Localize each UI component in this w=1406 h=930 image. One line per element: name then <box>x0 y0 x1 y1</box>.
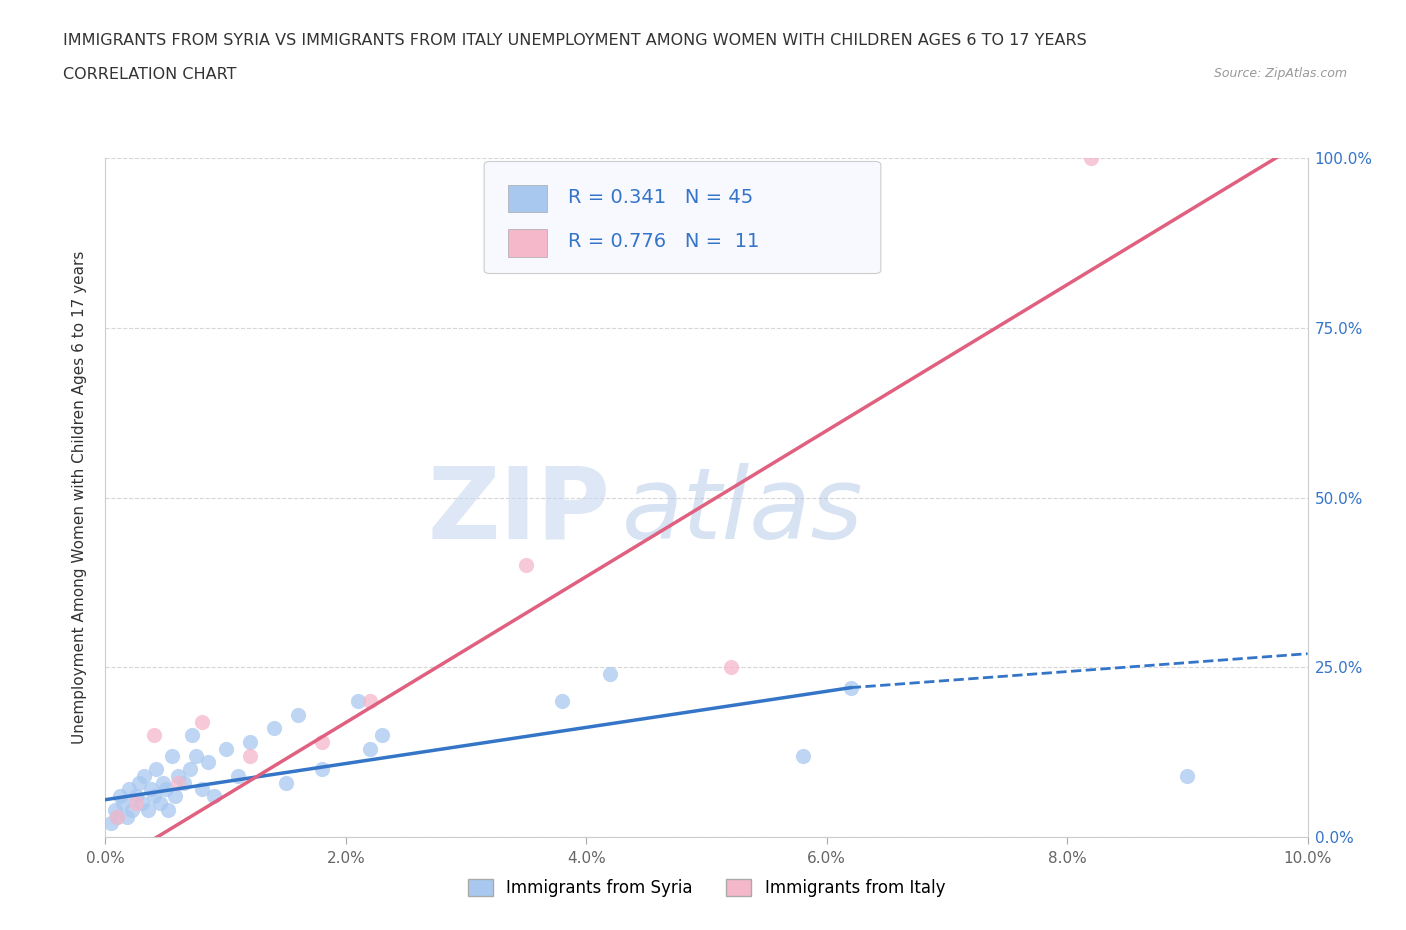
Point <box>181 727 204 742</box>
Point <box>136 803 159 817</box>
Point <box>145 762 167 777</box>
Point <box>359 741 381 756</box>
Point <box>184 748 207 763</box>
Point <box>166 776 188 790</box>
Point <box>202 789 225 804</box>
Point <box>160 748 183 763</box>
Point <box>142 789 165 804</box>
Text: IMMIGRANTS FROM SYRIA VS IMMIGRANTS FROM ITALY UNEMPLOYMENT AMONG WOMEN WITH CHI: IMMIGRANTS FROM SYRIA VS IMMIGRANTS FROM… <box>63 33 1087 47</box>
Point <box>131 796 153 811</box>
Y-axis label: Unemployment Among Women with Children Ages 6 to 17 years: Unemployment Among Women with Children A… <box>72 251 87 744</box>
Point <box>148 796 170 811</box>
Point <box>100 816 122 830</box>
Point <box>1080 151 1102 166</box>
Point <box>226 768 249 783</box>
Legend: Immigrants from Syria, Immigrants from Italy: Immigrants from Syria, Immigrants from I… <box>461 871 952 903</box>
Text: R = 0.341   N = 45: R = 0.341 N = 45 <box>568 188 754 207</box>
Point <box>347 694 370 709</box>
Point <box>311 762 333 777</box>
Text: ZIP: ZIP <box>427 462 610 560</box>
Point <box>155 782 177 797</box>
Point <box>551 694 574 709</box>
FancyBboxPatch shape <box>484 162 880 273</box>
Text: atlas: atlas <box>623 462 865 560</box>
Point <box>128 776 150 790</box>
Point <box>239 735 262 750</box>
Point <box>132 768 155 783</box>
FancyBboxPatch shape <box>508 230 547 257</box>
Point <box>1175 768 1198 783</box>
Point <box>197 755 219 770</box>
Point <box>124 789 146 804</box>
Text: R = 0.776   N =  11: R = 0.776 N = 11 <box>568 232 759 251</box>
Point <box>274 776 297 790</box>
Point <box>166 768 188 783</box>
Point <box>108 789 131 804</box>
Point <box>107 809 129 824</box>
Point <box>287 708 309 723</box>
Point <box>720 660 742 675</box>
Point <box>239 748 262 763</box>
Point <box>139 782 162 797</box>
Point <box>112 796 135 811</box>
Point <box>156 803 179 817</box>
Point <box>142 727 165 742</box>
FancyBboxPatch shape <box>508 185 547 212</box>
Point <box>107 809 129 824</box>
Point <box>515 558 537 573</box>
Point <box>173 776 195 790</box>
Point <box>190 782 212 797</box>
Text: CORRELATION CHART: CORRELATION CHART <box>63 67 236 82</box>
Point <box>263 721 285 736</box>
Point <box>104 803 127 817</box>
Point <box>792 748 814 763</box>
Point <box>839 680 862 695</box>
Point <box>311 735 333 750</box>
Point <box>152 776 174 790</box>
Point <box>214 741 236 756</box>
Point <box>124 796 146 811</box>
Point <box>118 782 141 797</box>
Point <box>179 762 201 777</box>
Point <box>190 714 212 729</box>
Point <box>115 809 138 824</box>
Point <box>121 803 143 817</box>
Point <box>359 694 381 709</box>
Point <box>599 667 621 682</box>
Point <box>371 727 394 742</box>
Point <box>165 789 187 804</box>
Text: Source: ZipAtlas.com: Source: ZipAtlas.com <box>1213 67 1347 80</box>
